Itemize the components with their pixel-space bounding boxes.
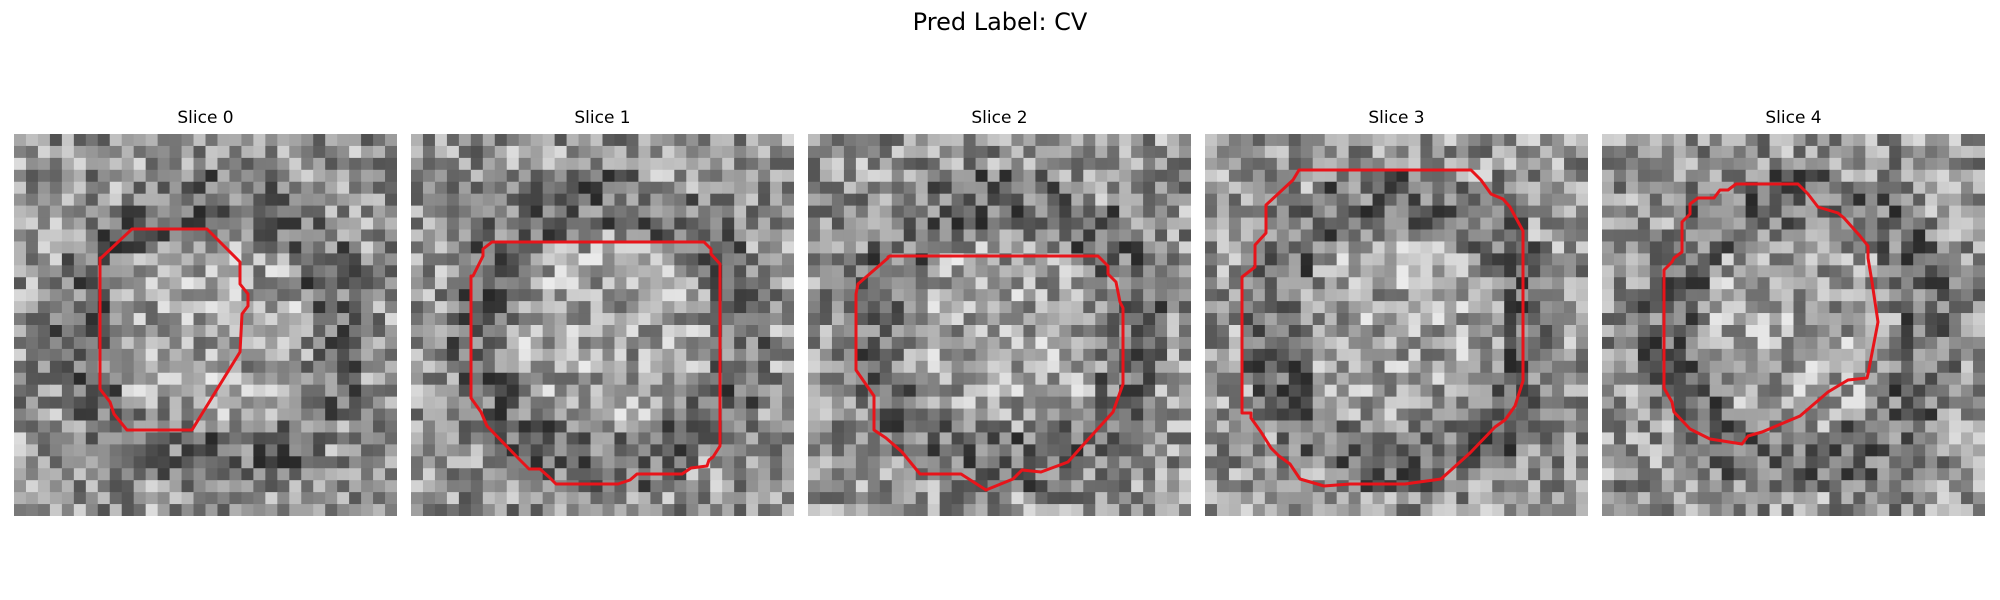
slice-3-image <box>1205 134 1588 516</box>
slice-1-title: Slice 1 <box>574 108 631 128</box>
figure-title: Pred Label: CV <box>912 8 1088 36</box>
slice-4-contour <box>1662 182 1880 446</box>
slice-2-image <box>808 134 1191 516</box>
slice-3-title: Slice 3 <box>1368 108 1425 128</box>
slice-1-image <box>411 134 794 516</box>
slice-0-title: Slice 0 <box>177 108 234 128</box>
slice-2-title: Slice 2 <box>971 108 1028 128</box>
slice-3-contour <box>1240 168 1525 488</box>
slice-4-image <box>1602 134 1985 516</box>
slice-2-contour <box>854 254 1125 492</box>
slice-0-image <box>14 134 397 516</box>
slice-4-title: Slice 4 <box>1765 108 1822 128</box>
slice-0-contour <box>98 227 250 432</box>
slice-1-contour <box>469 240 722 486</box>
